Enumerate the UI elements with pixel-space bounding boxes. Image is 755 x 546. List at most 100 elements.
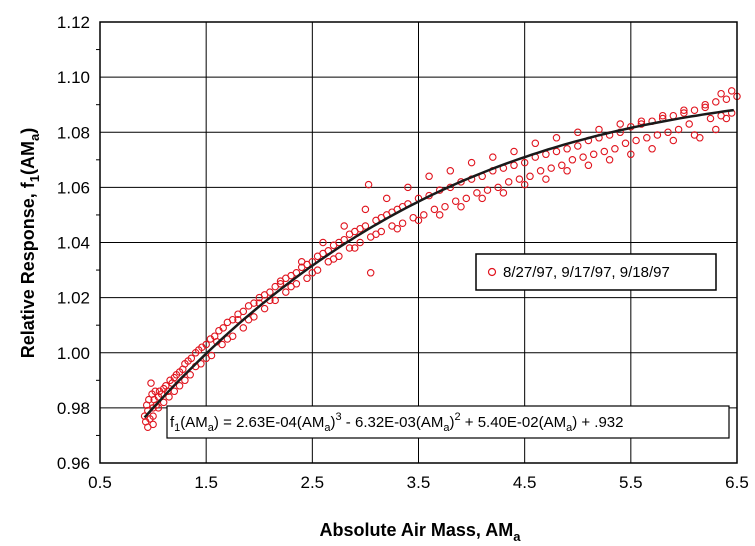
data-point bbox=[266, 288, 274, 296]
y-tick-labels: 0.96 0.98 1.00 1.02 1.04 1.06 1.08 1.10 1.12 bbox=[57, 13, 90, 473]
data-point bbox=[303, 274, 311, 283]
data-point bbox=[595, 125, 603, 134]
data-point bbox=[361, 205, 370, 214]
data-point bbox=[515, 175, 524, 183]
data-point bbox=[536, 167, 545, 175]
data-point bbox=[627, 150, 635, 159]
y-tick-label: 1.12 bbox=[57, 13, 90, 32]
x-tick-label: 0.5 bbox=[88, 473, 112, 492]
y-tick-label: 1.08 bbox=[57, 123, 90, 142]
data-point bbox=[706, 114, 715, 123]
data-point bbox=[499, 189, 508, 197]
x-tick-label: 6.5 bbox=[725, 473, 749, 492]
data-point bbox=[712, 125, 720, 134]
data-point bbox=[701, 103, 709, 112]
data-point bbox=[457, 202, 465, 211]
plot-frame bbox=[99, 21, 738, 464]
data-point bbox=[547, 164, 555, 172]
data-point bbox=[558, 161, 566, 170]
data-point bbox=[680, 106, 688, 114]
data-point bbox=[170, 387, 179, 396]
data-point bbox=[669, 136, 678, 145]
data-point bbox=[520, 158, 529, 167]
x-tick-label: 1.5 bbox=[194, 473, 218, 492]
data-point bbox=[717, 89, 725, 98]
data-point bbox=[361, 222, 370, 230]
legend-label: 8/27/97, 9/17/97, 9/18/97 bbox=[503, 264, 670, 281]
data-point bbox=[632, 136, 640, 145]
data-point bbox=[616, 120, 624, 128]
data-point bbox=[287, 282, 295, 291]
data-point bbox=[149, 412, 157, 420]
y-tick-label: 0.96 bbox=[57, 454, 90, 473]
data-point bbox=[145, 395, 153, 404]
data-point bbox=[398, 219, 407, 227]
data-point bbox=[364, 180, 373, 189]
data-point bbox=[531, 139, 540, 148]
data-point bbox=[151, 387, 159, 396]
data-point bbox=[648, 145, 656, 153]
data-point bbox=[297, 258, 306, 266]
data-point bbox=[674, 125, 683, 134]
data-point bbox=[589, 150, 598, 159]
data-point bbox=[223, 335, 232, 343]
data-point bbox=[584, 161, 593, 170]
data-point bbox=[462, 194, 471, 203]
y-tick-label: 1.04 bbox=[57, 234, 90, 253]
data-point bbox=[282, 288, 290, 296]
data-point bbox=[271, 296, 279, 305]
data-point bbox=[473, 189, 481, 197]
data-point bbox=[186, 371, 194, 379]
data-point bbox=[680, 109, 688, 117]
data-point bbox=[574, 128, 582, 137]
data-point bbox=[393, 224, 402, 233]
data-point bbox=[340, 222, 348, 230]
data-point bbox=[701, 100, 709, 109]
data-point bbox=[154, 404, 163, 412]
data-point bbox=[175, 382, 184, 390]
data-point bbox=[435, 211, 444, 219]
data-point bbox=[345, 244, 354, 252]
data-point bbox=[147, 379, 155, 387]
data-point bbox=[404, 183, 412, 192]
y-tick-label: 1.02 bbox=[57, 289, 90, 308]
y-axis-title: Relative Response, f1(AMa) bbox=[18, 128, 42, 359]
data-point bbox=[308, 269, 317, 277]
x-tick-label: 2.5 bbox=[301, 473, 325, 492]
equation-annotation: f1(AMa) = 2.63E-04(AMa)3 - 6.32E-03(AMa)… bbox=[166, 405, 730, 439]
data-point bbox=[690, 106, 699, 114]
data-points bbox=[140, 87, 741, 431]
fit-curve bbox=[143, 108, 734, 419]
data-point bbox=[504, 178, 513, 186]
data-point bbox=[552, 134, 561, 142]
data-point bbox=[372, 230, 380, 238]
data-point bbox=[260, 304, 269, 313]
legend-marker bbox=[487, 267, 497, 277]
data-point bbox=[351, 244, 359, 252]
data-point bbox=[467, 158, 476, 167]
data-point bbox=[239, 307, 248, 316]
legend: 8/27/97, 9/17/97, 9/18/97 bbox=[475, 253, 717, 291]
data-point bbox=[722, 95, 731, 103]
data-point bbox=[520, 180, 529, 189]
data-point bbox=[653, 131, 662, 139]
data-point bbox=[187, 354, 196, 363]
data-point bbox=[446, 167, 455, 175]
data-point bbox=[690, 131, 699, 139]
data-point bbox=[451, 197, 460, 205]
data-point bbox=[563, 167, 571, 175]
data-point bbox=[664, 128, 672, 137]
data-point bbox=[219, 324, 227, 332]
data-point bbox=[250, 299, 258, 307]
data-point bbox=[239, 324, 248, 332]
data-point bbox=[621, 139, 630, 148]
data-point bbox=[420, 211, 428, 219]
x-tick-label: 5.5 bbox=[619, 473, 643, 492]
legend-box bbox=[475, 253, 717, 291]
data-point bbox=[542, 175, 550, 183]
data-point bbox=[425, 172, 433, 181]
data-point bbox=[574, 142, 582, 150]
equation-box bbox=[166, 405, 730, 439]
data-point bbox=[552, 147, 561, 156]
data-point bbox=[382, 194, 391, 203]
